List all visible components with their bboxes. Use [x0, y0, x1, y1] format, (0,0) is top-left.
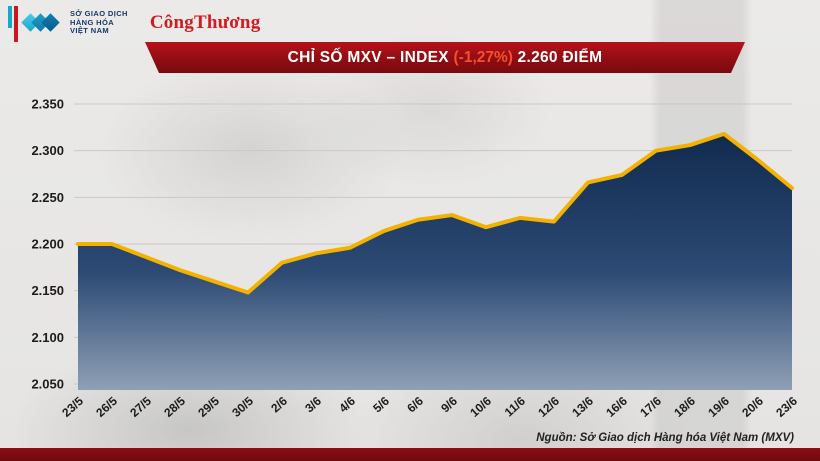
mxv-diamonds-icon	[21, 8, 62, 38]
svg-text:3/6: 3/6	[302, 394, 324, 416]
svg-text:2/6: 2/6	[268, 394, 290, 416]
svg-text:23/5: 23/5	[59, 394, 86, 420]
svg-text:19/6: 19/6	[705, 394, 732, 420]
svg-text:6/6: 6/6	[404, 394, 426, 416]
svg-text:20/6: 20/6	[739, 394, 766, 420]
bottom-red-bar	[0, 448, 820, 461]
svg-text:2.050: 2.050	[31, 377, 64, 392]
mxv-org-name: SỞ GIAO DỊCH HÀNG HÓA VIỆT NAM	[70, 10, 128, 36]
corner-stripe-red	[14, 6, 18, 42]
svg-text:27/5: 27/5	[127, 394, 154, 420]
title-prefix: CHỈ SỐ MXV – INDEX	[287, 48, 454, 66]
svg-text:2.150: 2.150	[31, 283, 64, 298]
org-line-2: HÀNG HÓA	[70, 17, 115, 27]
corner-stripe-teal	[8, 6, 12, 28]
index-line	[76, 131, 794, 295]
svg-text:5/6: 5/6	[370, 394, 392, 416]
svg-text:11/6: 11/6	[502, 394, 528, 420]
org-line-3: VIỆT NAM	[70, 26, 110, 36]
svg-text:29/5: 29/5	[195, 394, 222, 420]
svg-text:2.200: 2.200	[31, 237, 64, 252]
x-axis-labels: 23/5 26/5 27/5 28/5 29/5 30/5 2/6 3/6 4/6 5/6 6/6 9…	[59, 394, 800, 420]
svg-text:2.350: 2.350	[31, 97, 64, 112]
svg-text:23/6: 23/6	[773, 394, 800, 420]
mxv-logo: SỞ GIAO DỊCH HÀNG HÓA VIỆT NAM CôngThươn…	[21, 8, 261, 38]
svg-text:10/6: 10/6	[467, 394, 494, 420]
title-suffix: 2.260 ĐIỂM	[512, 48, 603, 66]
svg-text:2.300: 2.300	[31, 143, 64, 158]
svg-text:18/6: 18/6	[671, 394, 698, 420]
svg-text:28/5: 28/5	[161, 394, 188, 420]
svg-text:16/6: 16/6	[603, 394, 630, 420]
y-axis-labels: 2.350 2.300 2.250 2.200 2.150 2.100 2.050	[31, 97, 64, 392]
svg-text:30/5: 30/5	[229, 394, 256, 420]
svg-text:13/6: 13/6	[569, 394, 596, 420]
source-credit: Nguồn: Sở Giao dịch Hàng hóa Việt Nam (M…	[536, 432, 794, 444]
org-line-1: SỞ GIAO DỊCH	[70, 9, 128, 19]
svg-text:12/6: 12/6	[535, 394, 562, 420]
svg-text:17/6: 17/6	[637, 394, 664, 420]
svg-text:4/6: 4/6	[336, 394, 358, 416]
svg-text:2.100: 2.100	[31, 330, 64, 345]
svg-text:2.250: 2.250	[31, 190, 64, 205]
area-fill	[78, 133, 792, 390]
congthuong-logo: CôngThương	[149, 12, 261, 33]
banner-percent: (-1,27%)	[453, 48, 513, 66]
svg-text:26/5: 26/5	[93, 394, 120, 420]
svg-text:9/6: 9/6	[438, 394, 460, 416]
title-ribbon: CHỈ SỐ MXV – INDEX (-1,27%) 2.260 ĐIỂM	[145, 42, 745, 73]
